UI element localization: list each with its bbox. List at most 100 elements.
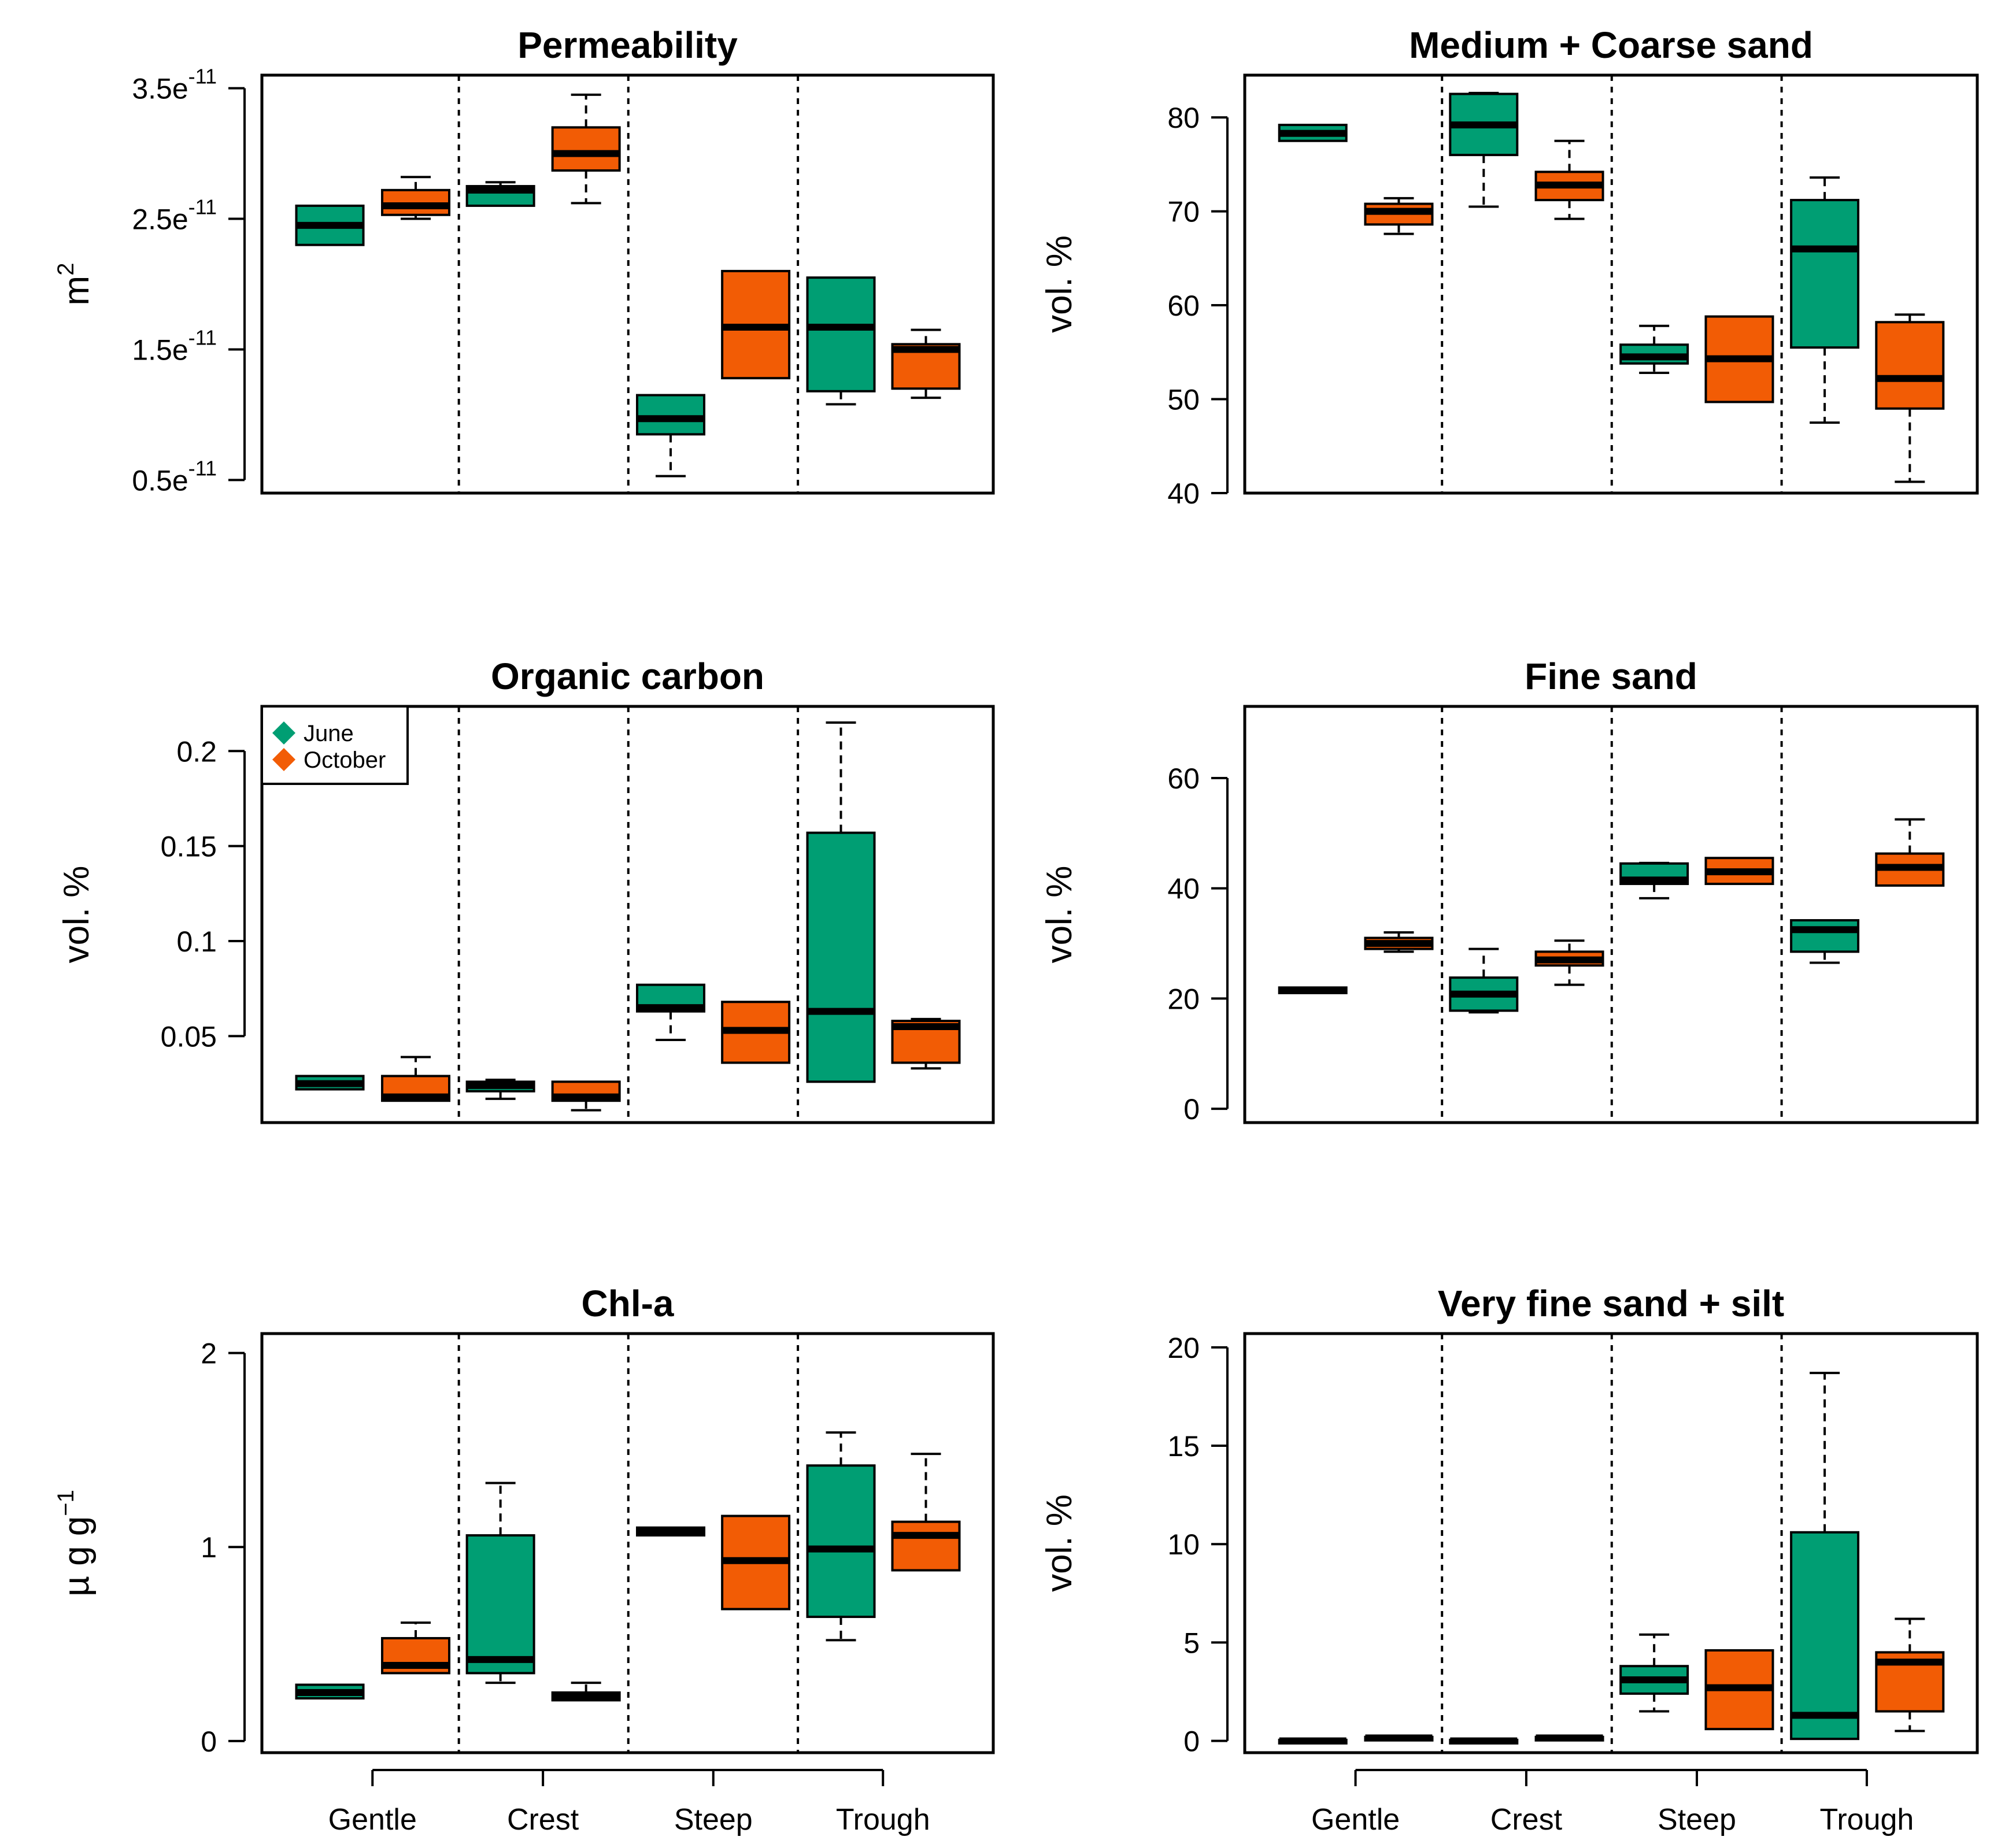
box-steep-june [636, 1526, 706, 1537]
y-axis-label: vol. % [1040, 235, 1079, 333]
y-axis-label: m2 [53, 263, 97, 306]
legend-box [261, 705, 409, 785]
box-crest-june [465, 181, 535, 207]
y-tick-label: 40 [1167, 477, 1200, 510]
y-tick-label: 0.1 [176, 925, 217, 958]
box-steep-june [1619, 324, 1689, 375]
panel-4: Fine sand vol. % 0 20 40 60 [1040, 656, 1979, 1125]
box-gentle-october [1364, 1734, 1434, 1742]
box-gentle-october [381, 1621, 451, 1675]
y-axis-label: vol. % [1040, 1494, 1079, 1592]
plot-frame [1243, 73, 1979, 495]
panel-title: Chl-a [582, 1283, 674, 1324]
box-crest-october [551, 1080, 621, 1112]
box-gentle-october [1364, 197, 1434, 235]
box-trough-october [1875, 313, 1945, 483]
panel-3: Organic carbon vol. % 0.05 0.1 0.15 0.2 JuneOc… [57, 656, 995, 1124]
box-crest-june [465, 1482, 535, 1684]
panel-6: Very fine sand + silt vol. % 0 5 10 15 20 Gentl… [1040, 1283, 1979, 1836]
y-tick-label: 0.2 [176, 735, 217, 768]
y-tick-label: 3.5e-11 [132, 65, 217, 105]
box-steep-june [1619, 861, 1689, 899]
box-gentle-october [381, 176, 451, 220]
y-tick-exponent: -11 [188, 65, 217, 88]
plot-frame [1243, 1332, 1979, 1754]
box-iqr [891, 1520, 961, 1572]
panel-1: Permeabilitym20.5e-111.5e-112.5e-113.5e-… [53, 24, 995, 497]
x-tick-label: Gentle [328, 1803, 417, 1836]
box-trough-october [1875, 1617, 1945, 1732]
box-steep-october [1704, 315, 1774, 403]
box-crest-june [465, 1079, 535, 1100]
box-gentle-october [1364, 931, 1434, 953]
y-tick-label: 70 [1167, 196, 1200, 228]
y-tick-label: 0.05 [161, 1020, 217, 1053]
box-gentle-june [1278, 986, 1348, 994]
y-tick-label: 20 [1167, 983, 1200, 1015]
box-steep-june [636, 983, 706, 1041]
box-crest-june [1449, 947, 1519, 1014]
box-gentle-june [295, 204, 365, 246]
y-tick-base: 3.5e [132, 73, 188, 105]
box-iqr [1790, 199, 1860, 349]
box-iqr [806, 831, 876, 1083]
box-iqr [551, 126, 621, 172]
box-steep-october [1704, 1649, 1774, 1731]
box-crest-october [1534, 1734, 1604, 1742]
box-crest-october [551, 1682, 621, 1702]
x-tick-label: Crest [1490, 1803, 1563, 1836]
plot-frame [260, 705, 995, 1124]
box-iqr [636, 394, 706, 436]
box-crest-june [1449, 91, 1519, 208]
box-crest-october [551, 93, 621, 205]
legend-label: June [304, 721, 354, 746]
y-axis-label-main: µ g g [57, 1516, 97, 1597]
y-tick-label: 0 [1183, 1093, 1200, 1125]
plot-frame [260, 73, 995, 495]
y-tick-exponent: -11 [188, 325, 217, 349]
box-steep-october [721, 1515, 791, 1610]
y-tick-label: 2 [201, 1338, 217, 1370]
box-gentle-june [295, 1683, 365, 1700]
y-tick-base: 0.5e [132, 464, 188, 497]
box-trough-october [891, 328, 961, 399]
y-tick-label: 0.5e-11 [132, 456, 217, 497]
y-tick-label: 1 [201, 1531, 217, 1564]
y-tick-label: 60 [1167, 762, 1200, 795]
y-axis-label: vol. % [57, 866, 97, 964]
y-axis-label: vol. % [1040, 866, 1079, 964]
y-tick-label: 60 [1167, 290, 1200, 322]
legend-swatch-icon [272, 721, 295, 745]
y-tick-label: 10 [1167, 1528, 1200, 1561]
panel-title: Very fine sand + silt [1438, 1283, 1784, 1324]
panel-title: Fine sand [1525, 656, 1697, 697]
panel-5: Chl-a µ g g−1 0 1 2 Gentle Crest Steep Trough [53, 1283, 995, 1836]
panel-title: Medium + Coarse sand [1409, 24, 1813, 66]
y-axis-label-superscript: 2 [53, 263, 79, 276]
box-gentle-october [381, 1056, 451, 1102]
box-iqr [465, 1534, 535, 1675]
y-tick-label: 80 [1167, 102, 1200, 134]
x-tick-label: Trough [836, 1803, 930, 1836]
y-tick-label: 20 [1167, 1332, 1200, 1364]
box-trough-june [806, 1431, 876, 1642]
y-tick-label: 1.5e-11 [132, 325, 217, 366]
box-steep-october [1704, 857, 1774, 886]
panel-title: Organic carbon [491, 656, 764, 697]
x-tick-label: Steep [1658, 1803, 1736, 1836]
plot-frame [1243, 705, 1979, 1124]
x-tick-label: Steep [674, 1803, 753, 1836]
box-trough-october [891, 1453, 961, 1572]
box-iqr [806, 276, 876, 393]
box-iqr [806, 1464, 876, 1619]
y-axis-label-superscript: −1 [53, 1490, 79, 1516]
box-gentle-june [295, 1075, 365, 1091]
panel-2: Medium + Coarse sand vol. % 40 50 60 70 80 [1040, 24, 1979, 510]
y-tick-base: 1.5e [132, 334, 188, 366]
x-tick-label: Trough [1820, 1803, 1914, 1836]
box-steep-june [1619, 1633, 1689, 1713]
box-trough-october [891, 1017, 961, 1070]
y-tick-label: 0.15 [161, 831, 217, 863]
